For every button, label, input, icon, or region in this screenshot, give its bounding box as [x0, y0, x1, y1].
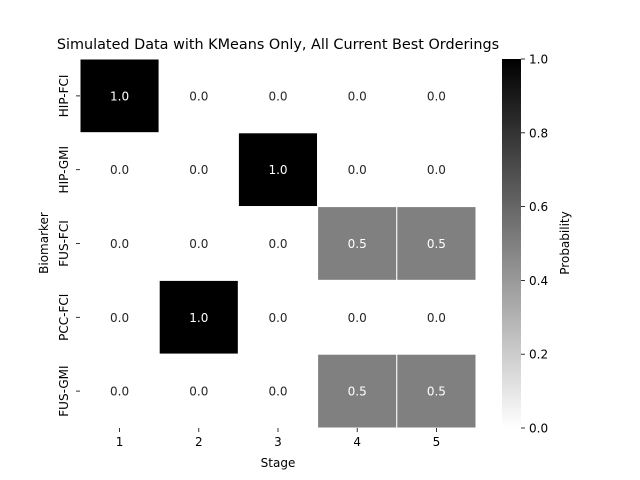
cell-value-label: 0.0 — [189, 89, 208, 103]
cell-value-label: 0.5 — [427, 237, 446, 251]
chart-title: Simulated Data with KMeans Only, All Cur… — [57, 37, 499, 53]
y-tick-label: FUS-FCI — [57, 220, 71, 266]
cell-value-label: 0.0 — [268, 237, 287, 251]
heatmap-cell — [158, 206, 239, 281]
heatmap-cell — [158, 279, 239, 355]
heatmap-cell — [237, 58, 319, 134]
y-tick-label: HIP-GMI — [57, 146, 71, 194]
cell-value-label: 0.0 — [348, 311, 367, 325]
cell-value-label: 0.0 — [110, 237, 129, 251]
cell-value-label: 0.0 — [189, 385, 208, 399]
heatmap-cell — [396, 132, 477, 208]
heatmap-cells: 1.0 0.0 0.0 0.0 0.0 0.0 0.0 1.0 0.0 0.0 0.0 0.0 0.0 0… — [79, 58, 477, 429]
cell-value-label: 0.0 — [427, 163, 446, 177]
cell-value-label: 0.0 — [427, 89, 446, 103]
heatmap-cell — [396, 353, 477, 429]
cell-value-label: 0.0 — [110, 385, 129, 399]
cell-value-label: 0.5 — [348, 385, 367, 399]
x-tick-label: 5 — [433, 435, 441, 449]
heatmap-cell — [237, 132, 319, 208]
cell-value-label: 0.0 — [268, 311, 287, 325]
cell-value-label: 0.0 — [348, 89, 367, 103]
x-axis-label: Stage — [261, 456, 296, 470]
cell-value-label: 0.0 — [189, 163, 208, 177]
y-tick-label: FUS-GMI — [57, 365, 71, 416]
cell-value-label: 1.0 — [189, 311, 208, 325]
heatmap-cell — [317, 279, 398, 355]
heatmap-cell — [317, 206, 398, 281]
cell-value-label: 0.0 — [427, 311, 446, 325]
cell-value-label: 0.0 — [110, 163, 129, 177]
colorbar-tick-label: 0.4 — [529, 274, 548, 288]
heatmap-cell — [396, 58, 477, 134]
heatmap-cell — [396, 206, 477, 281]
heatmap-cell — [396, 279, 477, 355]
heatmap-cell — [237, 353, 319, 429]
cell-value-label: 0.0 — [348, 163, 367, 177]
heatmap-cell — [158, 58, 239, 134]
x-axis-ticks: 1 2 3 4 5 — [116, 428, 440, 449]
colorbar-label: Probability — [558, 211, 572, 274]
cell-value-label: 0.5 — [427, 385, 446, 399]
cell-value-label: 1.0 — [268, 163, 287, 177]
heatmap-cell — [237, 279, 319, 355]
x-tick-label: 3 — [274, 435, 282, 449]
y-axis-label: Biomarker — [37, 212, 51, 274]
colorbar-ticks: 0.0 0.2 0.4 0.6 0.8 1.0 — [521, 53, 548, 436]
heatmap-cell — [237, 206, 319, 281]
y-tick-label: HIP-FCI — [57, 75, 71, 118]
cell-value-label: 0.0 — [268, 89, 287, 103]
colorbar-tick-label: 0.8 — [529, 126, 548, 140]
x-tick-label: 4 — [353, 435, 361, 449]
colorbar-tick-label: 0.2 — [529, 348, 548, 362]
cell-value-label: 0.0 — [110, 311, 129, 325]
heatmap-cell — [79, 58, 160, 134]
heatmap-cell — [79, 353, 160, 429]
y-tick-label: PCC-FCI — [57, 294, 71, 341]
cell-value-label: 0.0 — [189, 237, 208, 251]
y-axis-ticks: HIP-FCI HIP-GMI FUS-FCI PCC-FCI FUS-GMI — [57, 75, 80, 417]
x-tick-label: 1 — [116, 435, 124, 449]
cell-value-label: 0.5 — [348, 237, 367, 251]
colorbar-tick-label: 0.0 — [529, 422, 548, 436]
colorbar — [502, 59, 521, 428]
heatmap-cell — [79, 132, 160, 208]
colorbar-tick-label: 0.6 — [529, 200, 548, 214]
heatmap-cell — [317, 58, 398, 134]
colorbar-tick-label: 1.0 — [529, 53, 548, 67]
heatmap-cell — [158, 353, 239, 429]
cell-value-label: 1.0 — [110, 89, 129, 103]
x-tick-label: 2 — [195, 435, 203, 449]
cell-value-label: 0.0 — [268, 385, 287, 399]
